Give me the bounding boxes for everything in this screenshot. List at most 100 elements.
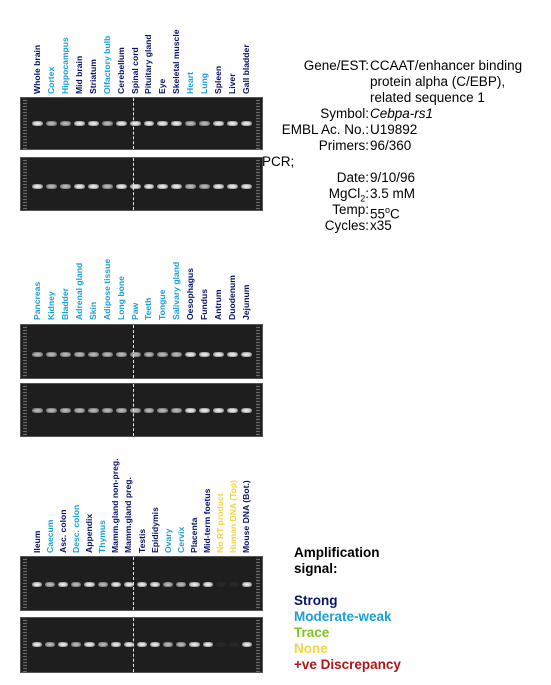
gel-band: [59, 184, 71, 189]
ladder-marker: [256, 557, 260, 610]
lane-label: Asc. colon: [57, 509, 68, 553]
gel-band: [58, 642, 69, 647]
gel-band: [143, 184, 155, 189]
cycles-key: Cycles:: [324, 218, 369, 233]
symbol-row: Symbol: Cebpa-rs1: [262, 106, 547, 122]
ladder-marker: [23, 384, 27, 436]
gel-band: [97, 642, 108, 647]
date-value: 9/10/96: [370, 170, 416, 185]
gel-band: [84, 642, 95, 647]
gel-band: [215, 582, 226, 587]
gel-band: [202, 582, 213, 587]
gel-band: [32, 184, 43, 189]
gel-band: [101, 121, 113, 126]
gel-divider: [132, 158, 134, 210]
gel-band: [171, 121, 183, 126]
gel-divider: [132, 98, 134, 149]
gel-band: [87, 121, 99, 126]
gel-band: [228, 582, 239, 587]
lane-label: Caecum: [44, 519, 55, 553]
gel-band: [143, 121, 155, 126]
gel-band: [123, 642, 134, 647]
gel-band: [136, 582, 148, 587]
gel-band: [115, 408, 127, 413]
gene-row: Gene/EST: CCAAT/enhancer binding protein…: [262, 58, 547, 106]
lane-labels-2: Pancreas Kidney Bladder Adrenal gland Skin Ad…: [20, 200, 263, 320]
gel-band: [202, 642, 213, 647]
gel-band: [157, 184, 169, 189]
gel-band: [59, 408, 71, 413]
gel-band: [129, 408, 141, 413]
gel-band: [32, 121, 43, 126]
gel-band: [241, 184, 252, 189]
lane-label: Lung: [199, 73, 210, 94]
lane-label: Skin: [87, 301, 98, 320]
gel-band: [101, 352, 113, 357]
gel-band: [185, 408, 197, 413]
lane-label: Thymus: [97, 520, 108, 553]
gel-band: [213, 184, 225, 189]
gel-band: [32, 408, 43, 413]
lane-label: Paw: [129, 302, 140, 320]
gel-band: [129, 121, 141, 126]
gel-band: [199, 352, 211, 357]
lane-label: Adipose tissue: [101, 258, 112, 320]
gel-band: [71, 582, 82, 587]
embl-row: EMBL Ac. No.: U19892: [262, 122, 547, 138]
lane-label: Testis: [136, 528, 147, 553]
lane-labels-1: Whole brain Cortex Hippocampus Mid brain Str…: [20, 0, 263, 95]
gel-band: [227, 408, 239, 413]
lane-label: Mouse DNA (Bot.): [241, 480, 252, 553]
lane-label: Eye: [157, 78, 168, 94]
mgcl2-key: MgCl2:: [329, 186, 369, 207]
gel-band: [73, 352, 85, 357]
gel-band: [87, 408, 99, 413]
temp-value: 55oC: [370, 202, 400, 223]
legend-discrepancy: +ve Discrepancy: [294, 657, 401, 672]
lane-label: Gall bladder: [241, 44, 252, 94]
gel-band: [171, 408, 183, 413]
lane-label: Salivary gland: [171, 261, 182, 320]
ladder-marker: [256, 98, 260, 149]
date-row: Date: 9/10/96: [262, 170, 547, 186]
gene-value: CCAAT/enhancer binding protein alpha (C/…: [370, 58, 523, 105]
lane-label: Tongue: [157, 289, 168, 320]
gel-band: [32, 642, 43, 647]
ladder-marker: [23, 98, 27, 149]
gel-band: [129, 184, 141, 189]
lane-label: Heart: [185, 72, 196, 94]
gel-band: [215, 642, 226, 647]
lane-label: Human DNA (Top): [228, 479, 239, 553]
legend-none: None: [294, 641, 328, 656]
gel-top-3: [20, 556, 263, 611]
ladder-marker: [23, 158, 27, 210]
gel-band: [143, 408, 155, 413]
gel-divider: [132, 384, 134, 436]
temp-number: 55: [370, 206, 386, 222]
gel-band: [157, 352, 169, 357]
gel-band: [87, 184, 99, 189]
ladder-marker: [256, 158, 260, 210]
primers-key: Primers:: [318, 138, 369, 153]
lane-label: No RT product: [215, 493, 226, 553]
temp-degree: o: [385, 205, 391, 215]
legend-trace: Trace: [294, 625, 330, 640]
lane-label: Duodenum: [227, 275, 238, 320]
lane-label: Kidney: [45, 291, 56, 320]
gel-band: [185, 121, 197, 126]
gel-band: [176, 642, 187, 647]
lane-label: Bladder: [59, 288, 70, 320]
gel-band: [185, 352, 197, 357]
gene-info: Gene/EST: CCAAT/enhancer binding protein…: [262, 58, 547, 234]
lane-label: Mamm.gland preg.: [123, 477, 134, 553]
gel-band: [45, 352, 57, 357]
lane-label: Desc. colon: [70, 504, 81, 553]
gel-band: [157, 121, 169, 126]
ladder-marker: [256, 325, 260, 378]
mgcl2-value: 3.5 mM: [370, 186, 416, 201]
lane-label: Placenta: [188, 517, 199, 553]
gel-band: [185, 184, 197, 189]
gel-top-2: [20, 324, 263, 379]
legend-title: Amplification signal:: [294, 545, 380, 576]
gel-band: [171, 352, 183, 357]
